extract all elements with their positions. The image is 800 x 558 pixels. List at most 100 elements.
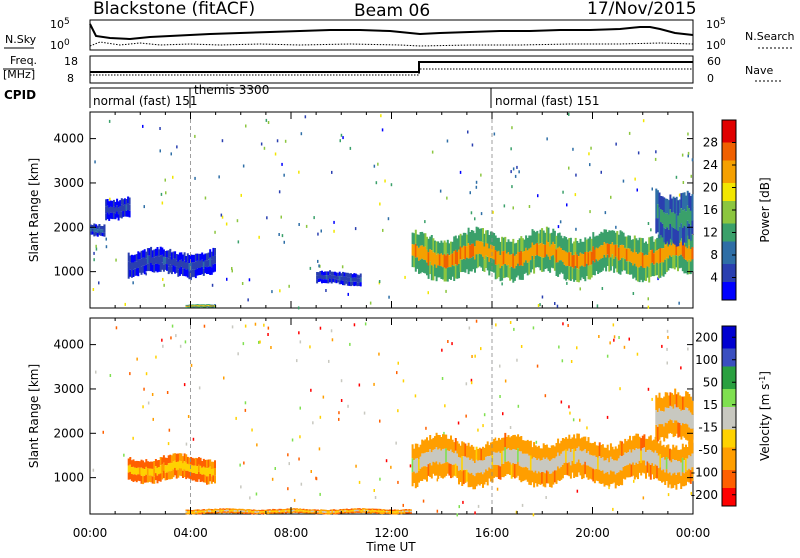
echo-cell — [672, 473, 675, 488]
echo-cell — [683, 424, 686, 438]
echo-cell — [664, 447, 667, 460]
echo-cell — [336, 512, 339, 515]
echo-cell — [243, 510, 246, 513]
echo-cell — [674, 197, 677, 214]
echo-cell — [568, 448, 571, 463]
scatter-echo — [480, 173, 482, 177]
scatter-echo — [190, 277, 192, 281]
echo-cell — [117, 214, 120, 221]
echo-cell — [689, 196, 692, 211]
echo-cell — [153, 257, 156, 265]
echo-cell — [458, 457, 460, 471]
scatter-echo — [459, 170, 462, 174]
echo-cell — [106, 199, 109, 206]
scatter-echo — [164, 178, 166, 182]
echo-cell — [156, 263, 159, 273]
colorbar-swatch — [722, 425, 736, 430]
scatter-echo — [647, 222, 650, 225]
echo-cell — [166, 250, 169, 258]
echo-cell — [207, 511, 210, 514]
echo-cell — [598, 246, 601, 260]
echo-cell — [411, 232, 414, 245]
echo-cell — [183, 252, 186, 261]
echo-cell — [437, 241, 440, 254]
echo-cell — [667, 444, 670, 459]
echo-cell — [547, 227, 550, 243]
echo-cell — [493, 233, 496, 247]
echo-cell — [337, 276, 340, 280]
echo-cell — [137, 461, 140, 468]
echo-cell — [363, 509, 366, 512]
echo-cell — [689, 210, 692, 226]
echo-cell — [145, 251, 148, 259]
echo-cell — [190, 304, 193, 306]
scatter-echo — [568, 166, 570, 170]
echo-cell — [520, 236, 523, 251]
echo-cell — [109, 206, 112, 213]
echo-cell — [402, 509, 404, 511]
echo-cell — [691, 428, 694, 443]
echo-cell — [434, 240, 436, 253]
echo-cell — [541, 257, 544, 272]
colorbar-swatch — [722, 384, 736, 390]
echo-cell — [142, 265, 145, 273]
colorbar-swatch — [722, 282, 736, 287]
scatter-echo — [657, 277, 659, 281]
cpid-segment-3: normal (fast) 151 — [495, 94, 599, 108]
echo-cell — [195, 304, 197, 306]
scatter-echo — [256, 443, 258, 447]
echo-cell — [581, 265, 584, 278]
echo-cell — [534, 255, 537, 268]
echo-cell — [90, 224, 93, 228]
echo-cell — [405, 509, 408, 511]
scatter-echo — [514, 174, 517, 178]
echo-cell — [550, 232, 553, 245]
echo-cell — [429, 261, 432, 275]
colorbar-tick-label: 200 — [695, 330, 718, 344]
echo-cell — [555, 443, 558, 457]
scatter-echo — [572, 418, 575, 422]
echo-cell — [614, 460, 617, 475]
echo-cell — [341, 510, 343, 513]
echo-cell — [363, 508, 366, 510]
scatter-echo — [176, 145, 178, 149]
echo-cell — [669, 224, 672, 239]
scatter-echo — [475, 319, 478, 323]
echo-cell — [365, 508, 368, 511]
echo-cell — [497, 451, 500, 466]
echo-cell — [528, 470, 531, 485]
echo-cell — [680, 425, 683, 440]
echo-cell — [528, 441, 531, 456]
scatter-echo — [427, 291, 429, 295]
scatter-echo — [441, 348, 443, 352]
scatter-echo — [575, 227, 577, 231]
echo-cell — [475, 254, 478, 269]
echo-cell — [432, 252, 435, 267]
echo-cell — [400, 512, 403, 515]
power-ylabel: Slant Range [km] — [27, 158, 41, 262]
echo-cell — [513, 449, 516, 464]
echo-cell — [675, 230, 678, 247]
echo-cell — [499, 241, 502, 255]
echo-cell — [635, 238, 638, 253]
echo-cell — [361, 509, 364, 512]
echo-cell — [122, 199, 125, 206]
echo-cell — [482, 242, 484, 257]
echo-cell — [667, 258, 670, 271]
echo-cell — [552, 255, 555, 269]
echo-cell — [536, 473, 539, 487]
scatter-echo — [606, 354, 609, 358]
echo-cell — [469, 245, 472, 259]
echo-cell — [202, 304, 205, 306]
colorbar-tick-label: -15 — [698, 420, 718, 434]
scatter-echo — [296, 359, 298, 363]
echo-cell — [312, 509, 315, 511]
echo-cell — [677, 472, 679, 484]
colorbar-swatch — [722, 205, 736, 211]
echo-cell — [343, 281, 346, 286]
echo-cell — [507, 435, 510, 449]
freq-label: Freq. — [10, 54, 37, 67]
echo-cell — [357, 508, 360, 510]
echo-cell — [641, 460, 644, 473]
echo-cell — [351, 277, 354, 282]
